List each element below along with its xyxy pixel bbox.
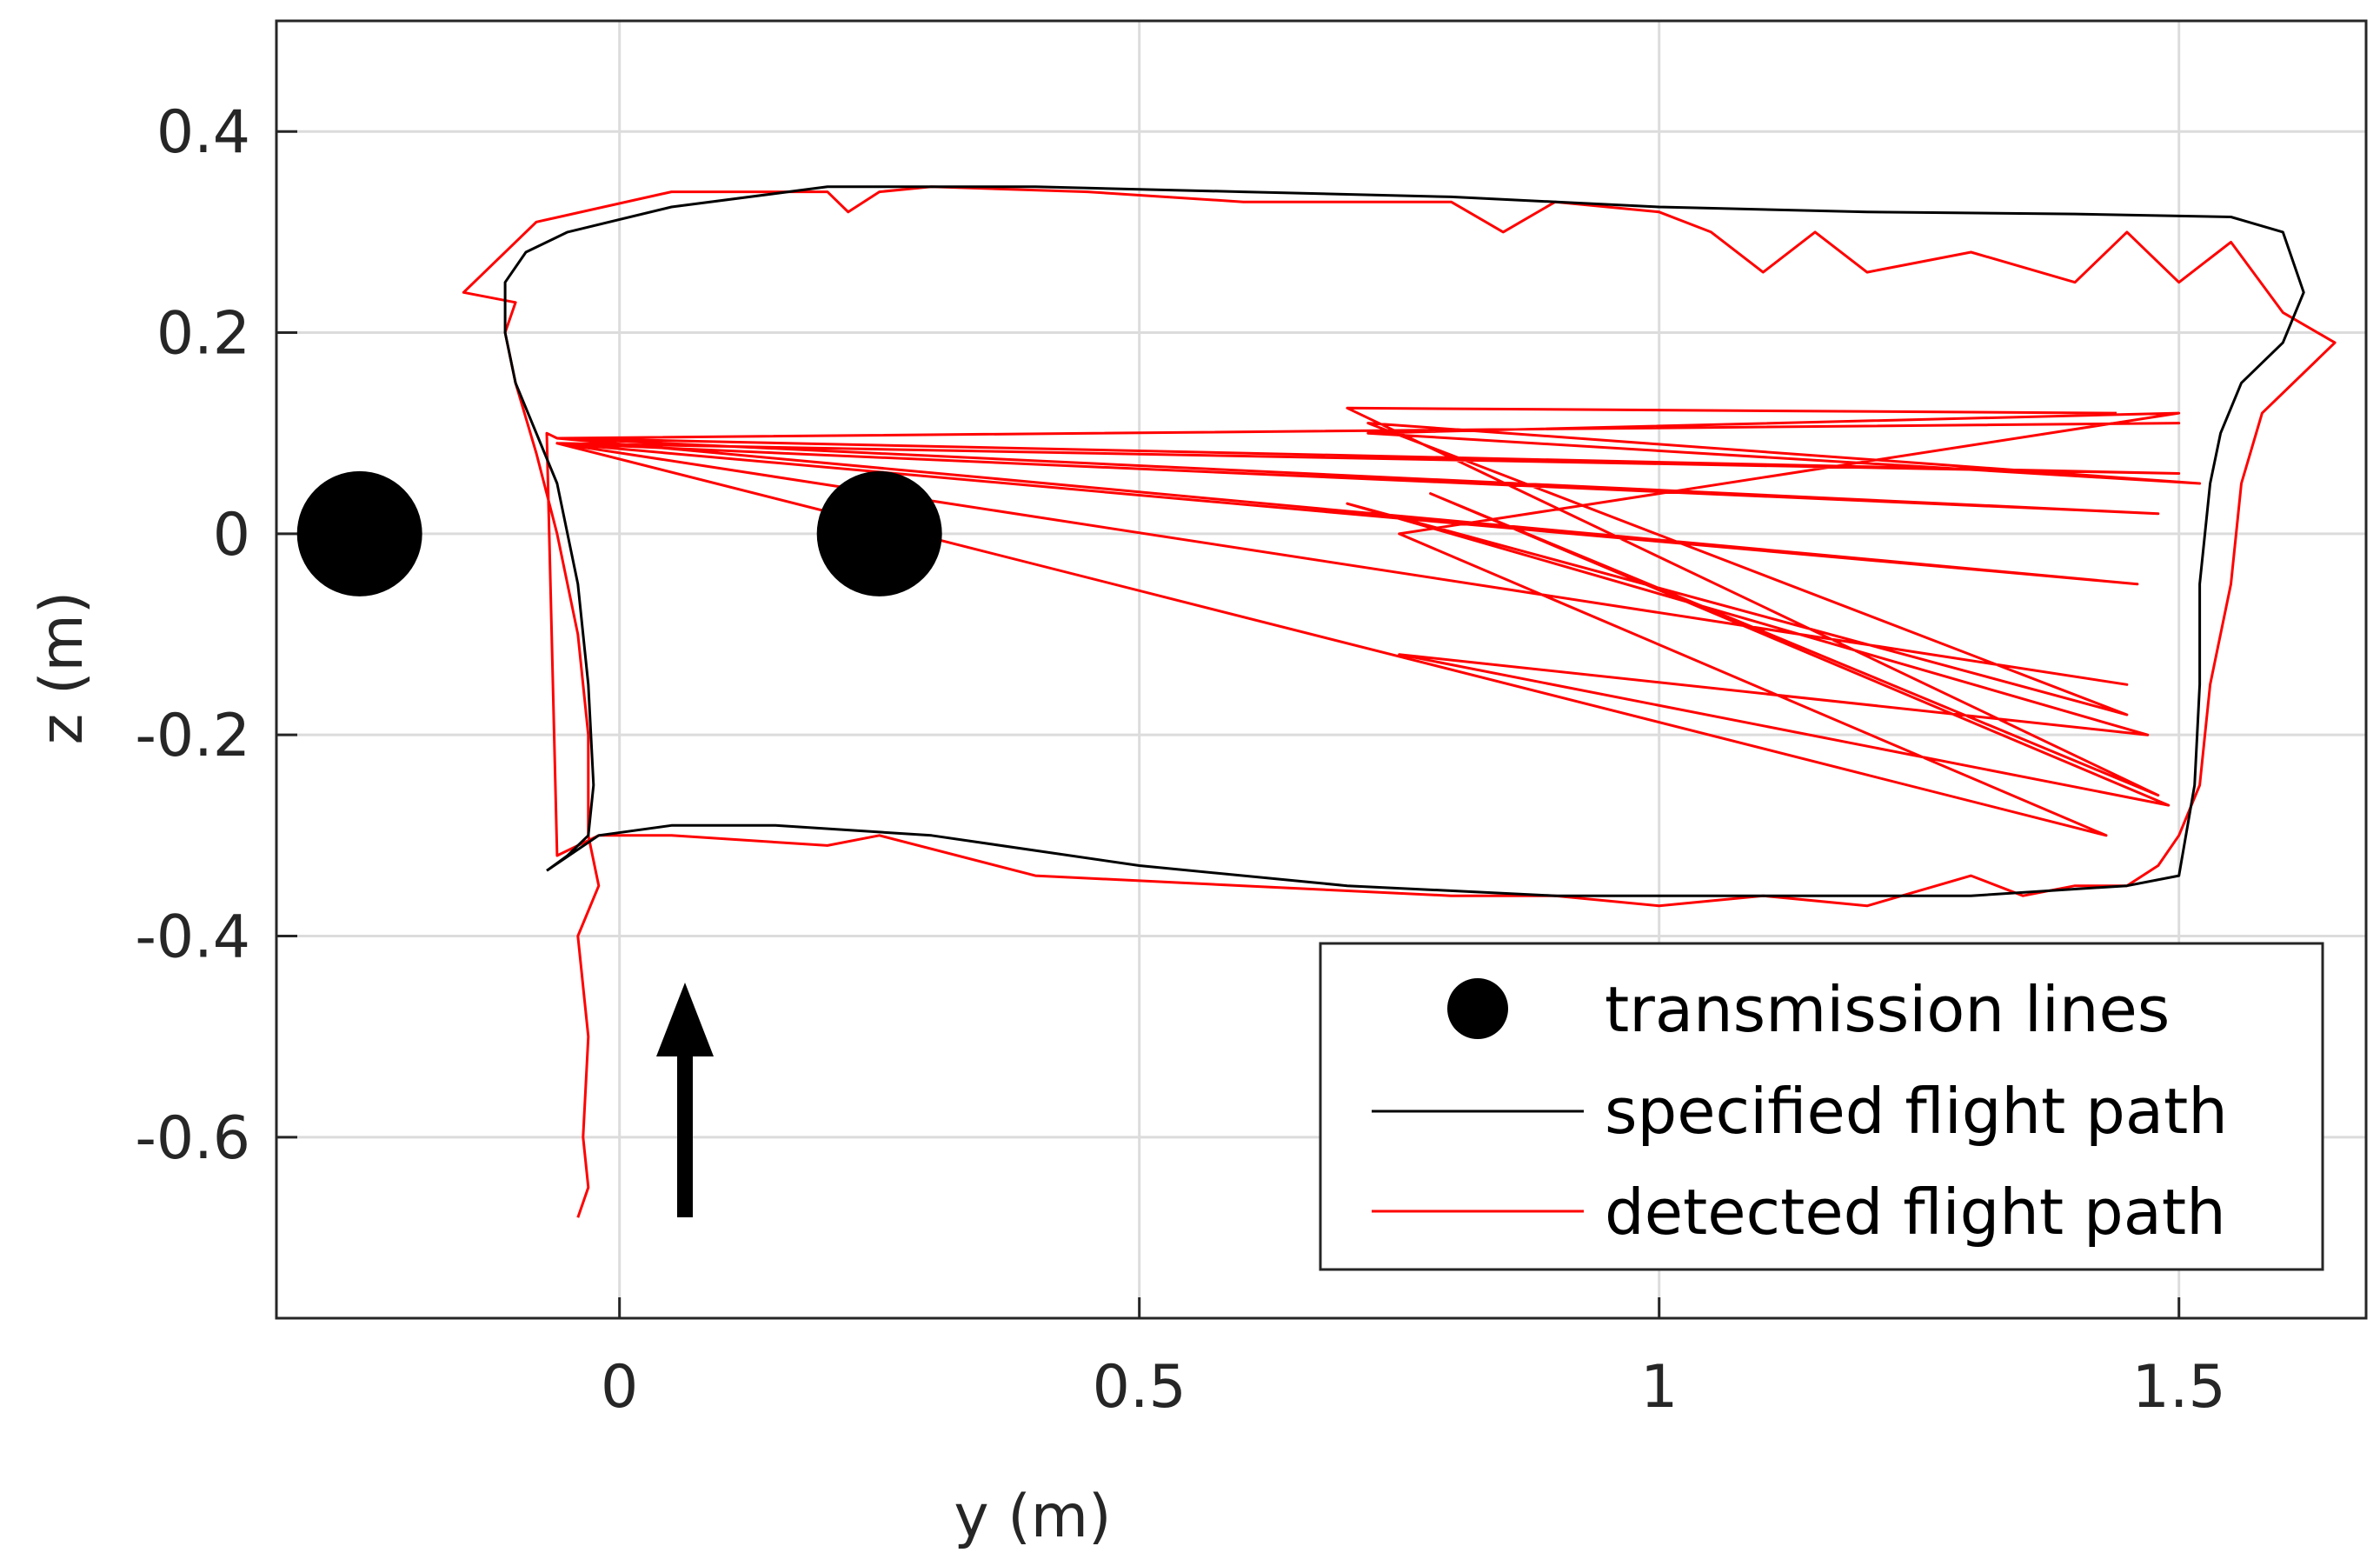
direction-arrow-icon — [656, 983, 714, 1056]
x-tick-label: 1 — [1640, 1353, 1678, 1422]
legend-label-detected-flight-path: detected flight path — [1605, 1176, 2226, 1249]
legend: transmission lines specified flight path… — [1319, 942, 2324, 1271]
plot-area-frame — [275, 19, 2368, 1320]
y-tick-label: -0.4 — [135, 903, 250, 971]
y-tick-label: 0.2 — [156, 300, 250, 369]
series-detected-flight-path — [462, 185, 2337, 1218]
legend-label-transmission-lines: transmission lines — [1605, 973, 2170, 1046]
y-tick-label: -0.2 — [135, 702, 250, 770]
axes — [275, 19, 2368, 1320]
y-tick-label: -0.6 — [135, 1104, 250, 1173]
transmission-line-marker — [296, 470, 422, 596]
x-tick-label: 1.5 — [2132, 1353, 2226, 1422]
x-tick-label: 0 — [601, 1353, 638, 1422]
series-specified-flight-path — [503, 185, 2305, 897]
x-axis-label: y (m) — [954, 1483, 1111, 1551]
y-tick-label: 0 — [213, 501, 250, 570]
tick-labels: 0 0.5 1 1.5 0.4 0.2 0 -0.2 -0.4 -0.6 — [135, 98, 2225, 1422]
y-tick-label: 0.4 — [156, 98, 250, 167]
y-axis-label: z (m) — [28, 591, 96, 745]
transmission-line-marker — [816, 470, 942, 596]
legend-marker-transmission-lines — [1447, 978, 1508, 1039]
legend-label-specified-flight-path: specified flight path — [1605, 1075, 2228, 1148]
x-tick-label: 0.5 — [1093, 1353, 1187, 1422]
annotations — [656, 983, 714, 1217]
data-layer — [296, 185, 2337, 1218]
